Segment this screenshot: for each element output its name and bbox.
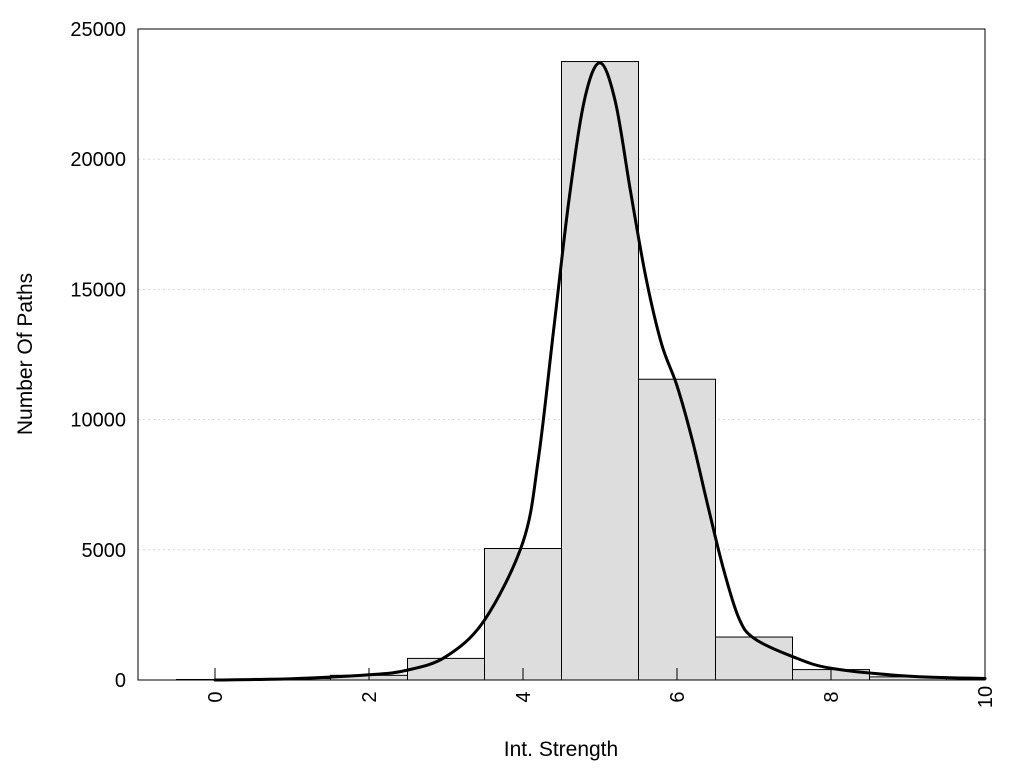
x-tick-label: 10 (975, 686, 997, 708)
x-tick-label: 6 (667, 691, 689, 702)
fit-curve (213, 61, 987, 682)
y-tick-label: 10000 (70, 410, 126, 432)
y-tick-label: 0 (115, 670, 126, 692)
histogram-bar (638, 378, 716, 681)
histogram-bar (484, 547, 562, 681)
histogram-bar (715, 636, 793, 681)
plot-frame (137, 28, 986, 681)
y-axis-title: Number Of Paths (14, 273, 37, 435)
y-axis: 0 5000 10000 15000 20000 25000 (70, 19, 126, 692)
y-tick-label: 15000 (70, 279, 126, 301)
x-tick-label: 0 (205, 691, 227, 702)
x-axis-title: Int. Strength (504, 738, 618, 761)
y-tick-label: 25000 (70, 19, 126, 41)
x-tick-label: 8 (821, 691, 843, 702)
histogram-bar (561, 61, 639, 681)
x-tick-label: 4 (513, 691, 535, 702)
fit-curve-layer (213, 61, 987, 682)
y-tick-label: 20000 (70, 149, 126, 171)
histogram-bar (407, 657, 485, 681)
x-axis: 0 2 4 6 8 10 (205, 668, 997, 708)
bars (176, 61, 986, 681)
gridlines (138, 158, 985, 551)
x-tick-label: 2 (359, 691, 381, 702)
y-tick-label: 5000 (82, 540, 127, 562)
